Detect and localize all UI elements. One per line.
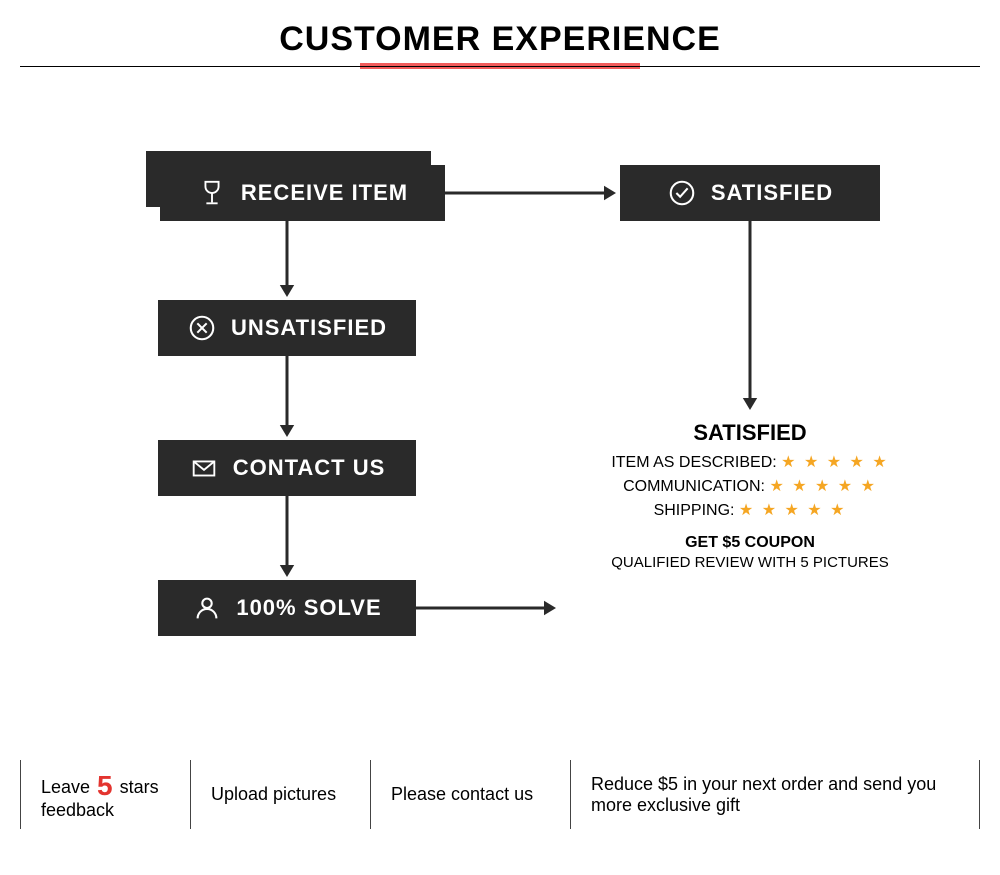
coupon-title: GET $5 COUPON	[560, 534, 940, 552]
person-icon	[192, 593, 222, 623]
coupon-subtitle: QUALIFIED REVIEW WITH 5 PICTURES	[560, 554, 940, 571]
node-label: UNSATISFIED	[231, 315, 387, 341]
ratings-block: SATISFIED ITEM AS DESCRIBED: ★ ★ ★ ★ ★CO…	[560, 420, 940, 571]
star-icon: ★ ★ ★ ★ ★	[739, 500, 847, 520]
rating-row: SHIPPING: ★ ★ ★ ★ ★	[560, 500, 940, 520]
footer-steps: Leave 5 stars feedbackUpload picturesPle…	[20, 760, 980, 829]
star-icon: ★ ★ ★ ★ ★	[781, 452, 889, 472]
rating-label: SHIPPING:	[654, 502, 735, 519]
footer-step: Leave 5 stars feedback	[20, 760, 190, 829]
star-icon: ★ ★ ★ ★ ★	[769, 476, 877, 496]
rating-row: ITEM AS DESCRIBED: ★ ★ ★ ★ ★	[560, 452, 940, 472]
node-label: CONTACT US	[233, 455, 386, 481]
page-title: CUSTOMER EXPERIENCE	[279, 20, 721, 59]
arrow	[433, 181, 628, 205]
rating-label: COMMUNICATION:	[623, 478, 765, 495]
ratings-heading: SATISFIED	[560, 420, 940, 446]
arrow	[275, 344, 299, 449]
footer-step: Upload pictures	[190, 760, 370, 829]
arrow	[275, 484, 299, 589]
emph-number: 5	[95, 770, 115, 801]
footer-step: Reduce $5 in your next order and send yo…	[570, 760, 980, 829]
title-rule	[20, 66, 980, 67]
footer-step: Please contact us	[370, 760, 570, 829]
node-receive: RECEIVE ITEM	[160, 165, 445, 221]
arrow	[404, 596, 568, 620]
arrow	[738, 209, 762, 422]
check-icon	[667, 178, 697, 208]
envelope-icon	[189, 453, 219, 483]
node-label: 100% SOLVE	[236, 595, 381, 621]
node-label: SATISFIED	[711, 180, 833, 206]
node-label: RECEIVE ITEM	[241, 180, 408, 206]
rating-row: COMMUNICATION: ★ ★ ★ ★ ★	[560, 476, 940, 496]
title-block: CUSTOMER EXPERIENCE	[0, 20, 1000, 69]
arrow	[275, 209, 299, 309]
rating-label: ITEM AS DESCRIBED:	[611, 454, 776, 471]
wineglass-icon	[197, 178, 227, 208]
cross-icon	[187, 313, 217, 343]
